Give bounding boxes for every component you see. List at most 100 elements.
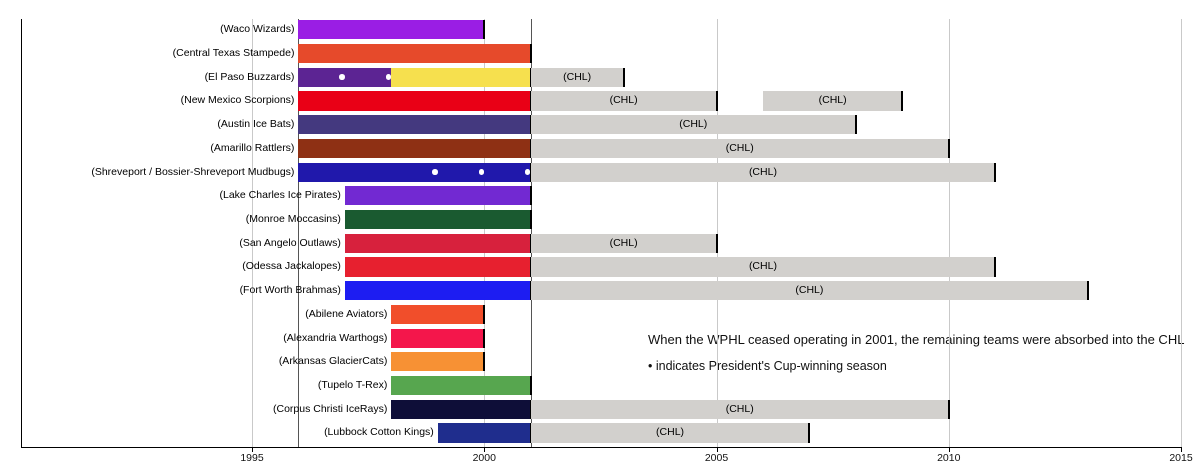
team-label: (El Paso Buzzards): [204, 70, 295, 83]
wphl-era-bar: [344, 186, 531, 206]
bar-endcap: [947, 399, 950, 419]
bar-endcap: [901, 91, 904, 111]
wphl-era-bar: [298, 91, 531, 111]
year-gridline: [948, 19, 950, 447]
bar-endcap: [529, 186, 532, 206]
chl-bar-label: (CHL): [748, 260, 777, 273]
x-axis-tick-label: 2015: [1169, 452, 1193, 464]
annotation-cup-legend: • indicates President's Cup-winning seas…: [648, 359, 887, 373]
wphl-era-bar: [391, 304, 485, 325]
bar-endcap: [715, 233, 718, 253]
wphl-era-bar: [298, 115, 531, 135]
era-boundary-line: [530, 19, 532, 447]
chl-bar-label: (CHL): [795, 284, 824, 297]
year-gridline: [1181, 19, 1182, 447]
chl-era-bar: (CHL): [530, 91, 717, 111]
x-axis-tick-label: 1995: [240, 452, 264, 464]
team-label: (Austin Ice Bats): [217, 118, 295, 131]
wphl-era-bar: [344, 233, 531, 253]
x-axis-tick: [1181, 447, 1182, 452]
chl-era-bar: (CHL): [530, 67, 624, 87]
team-label: (San Angelo Outlaws): [239, 236, 341, 249]
chl-bar-label: (CHL): [609, 94, 638, 107]
team-label: (Shreveport / Bossier-Shreveport Mudbugs…: [91, 165, 295, 178]
year-gridline: [716, 19, 718, 447]
bar-endcap: [808, 423, 811, 443]
presidents-cup-dot: [339, 74, 345, 80]
chl-bar-label: (CHL): [656, 426, 685, 439]
team-label: (Corpus Christi IceRays): [272, 402, 388, 415]
chl-era-bar: (CHL): [530, 423, 810, 443]
x-axis-tick-label: 2005: [704, 452, 729, 464]
team-label: (Central Texas Stampede): [172, 46, 295, 59]
wphl-era-bar: [344, 281, 531, 301]
chl-era-bar: (CHL): [530, 138, 949, 158]
bar-endcap: [1087, 281, 1090, 301]
bar-endcap: [947, 138, 950, 158]
chl-bar-label: (CHL): [609, 236, 638, 249]
team-label: (Odessa Jackalopes): [242, 260, 341, 273]
wphl-era-bar: [298, 162, 531, 182]
chl-bar-label: (CHL): [818, 94, 847, 107]
team-label: (New Mexico Scorpions): [180, 94, 295, 107]
bar-endcap: [994, 257, 997, 277]
bar-endcap: [715, 91, 718, 111]
presidents-cup-dot: [478, 169, 484, 175]
wphl-era-bar: [391, 67, 531, 87]
era-boundary-line: [298, 19, 300, 447]
x-axis-line: [21, 447, 1182, 448]
year-gridline: [252, 19, 253, 447]
x-axis-tick: [716, 447, 718, 452]
bar-endcap: [854, 115, 857, 135]
x-axis-tick: [948, 447, 950, 452]
chl-era-bar: (CHL): [530, 281, 1089, 301]
team-label: (Alexandria Warthogs): [283, 331, 388, 344]
chl-bar-label: (CHL): [725, 402, 754, 415]
bar-endcap: [483, 20, 486, 40]
wphl-era-bar: [344, 257, 531, 277]
wphl-era-bar: [298, 20, 485, 40]
team-label: (Lubbock Cotton Kings): [324, 426, 434, 439]
wphl-era-bar: [298, 138, 531, 158]
annotation-wphl-ceased: When the WPHL ceased operating in 2001, …: [648, 332, 1185, 347]
bar-endcap: [483, 352, 486, 372]
chl-era-bar: (CHL): [530, 257, 996, 277]
chl-era-bar: (CHL): [530, 162, 996, 182]
team-label: (Tupelo T-Rex): [317, 379, 388, 391]
wphl-era-bar: [391, 399, 531, 419]
presidents-cup-dot: [432, 169, 438, 175]
wphl-era-bar: [437, 423, 531, 443]
chl-era-bar: (CHL): [762, 91, 903, 111]
bar-endcap: [529, 209, 532, 230]
chl-bar-label: (CHL): [563, 70, 592, 83]
x-axis-tick-label: 2000: [472, 452, 496, 464]
chl-era-bar: (CHL): [530, 115, 856, 135]
chl-bar-label: (CHL): [748, 165, 777, 178]
bar-endcap: [994, 162, 997, 182]
chl-era-bar: (CHL): [530, 399, 949, 419]
wphl-era-bar: [391, 376, 531, 396]
team-label: (Abilene Aviators): [305, 307, 388, 320]
team-label: (Monroe Moccasins): [245, 212, 341, 225]
team-label: (Lake Charles Ice Pirates): [219, 189, 341, 202]
chl-era-bar: (CHL): [530, 233, 717, 253]
x-axis-tick: [252, 447, 253, 452]
wphl-era-bar: [298, 43, 531, 64]
wphl-era-bar: [391, 352, 485, 372]
year-gridline: [484, 19, 486, 447]
wphl-era-bar: [344, 209, 531, 230]
bar-endcap: [529, 43, 532, 64]
team-label: (Waco Wizards): [220, 23, 295, 36]
presidents-cup-dot: [385, 74, 392, 80]
x-axis-tick-label: 2010: [937, 452, 961, 464]
x-axis-tick: [484, 447, 486, 452]
y-axis-line: [21, 19, 22, 447]
presidents-cup-dot: [524, 169, 531, 175]
wphl-era-bar: [298, 67, 392, 87]
chl-bar-label: (CHL): [725, 141, 754, 154]
bar-endcap: [483, 304, 486, 325]
chl-bar-label: (CHL): [679, 118, 708, 131]
wphl-era-bar: [391, 328, 485, 348]
bar-endcap: [622, 67, 625, 87]
